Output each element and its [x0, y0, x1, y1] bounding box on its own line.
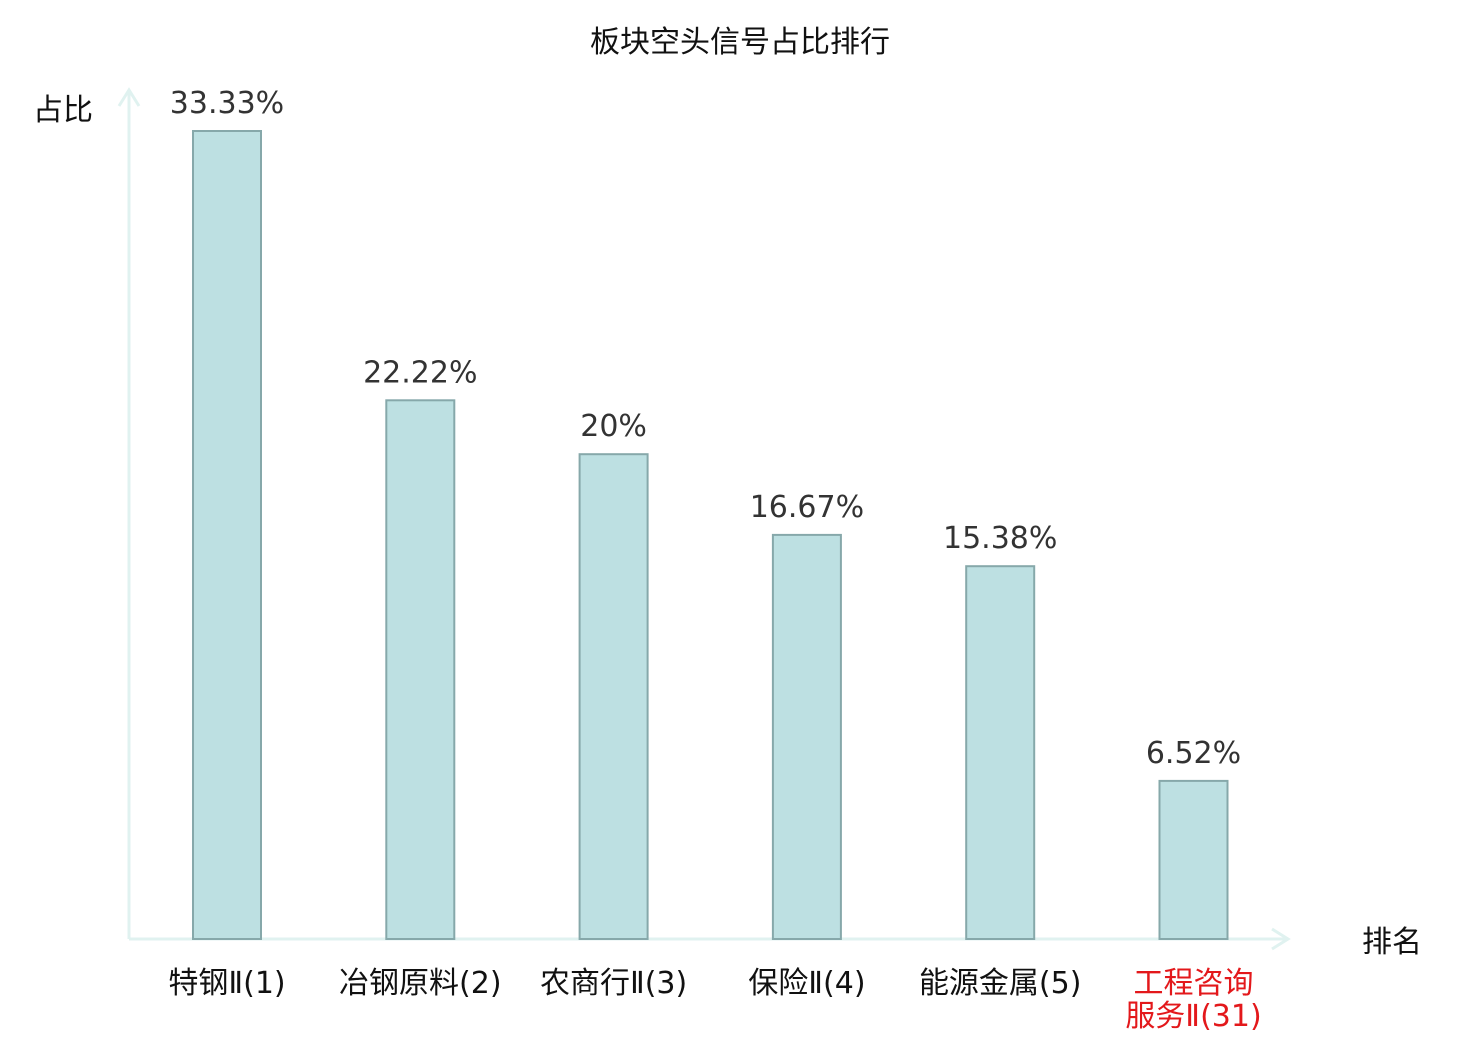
value-labels: 33.33% 22.22% 20% 16.67% 15.38% 6.52%	[170, 86, 1241, 771]
bar-6	[1158, 779, 1229, 941]
category-label-line: 工程咨询	[1134, 966, 1254, 1001]
x-axis-label: 排名	[1362, 925, 1422, 960]
value-label-5: 15.38%	[943, 521, 1057, 556]
bar-3	[578, 453, 649, 940]
value-label-2: 22.22%	[363, 355, 477, 390]
category-label-4: 保险Ⅱ(4)	[748, 966, 865, 1001]
category-label-6: 工程咨询服务Ⅱ(31)	[1125, 966, 1261, 1034]
bar-4	[771, 533, 842, 941]
category-label-line: 服务Ⅱ(31)	[1125, 999, 1261, 1034]
category-label-line: 冶钢原料(2)	[339, 966, 502, 1001]
value-label-4: 16.67%	[750, 490, 864, 525]
value-label-6: 6.52%	[1146, 736, 1241, 771]
y-axis-arrow	[117, 87, 141, 107]
category-label-2: 冶钢原料(2)	[339, 966, 502, 1001]
bars	[192, 130, 1229, 941]
value-label-3: 20%	[580, 409, 647, 444]
category-label-line: 特钢Ⅱ(1)	[168, 966, 285, 1001]
category-label-5: 能源金属(5)	[919, 966, 1082, 1001]
category-label-line: 保险Ⅱ(4)	[748, 966, 865, 1001]
category-label-line: 农商行Ⅱ(3)	[540, 966, 687, 1001]
chart-title: 板块空头信号占比排行	[590, 25, 890, 60]
bar-1	[192, 130, 262, 940]
category-label-1: 特钢Ⅱ(1)	[168, 966, 285, 1001]
category-label-line: 能源金属(5)	[919, 966, 1082, 1001]
y-axis-label: 占比	[33, 93, 93, 128]
axes	[117, 87, 1291, 951]
category-label-3: 农商行Ⅱ(3)	[540, 966, 687, 1001]
category-labels: 特钢Ⅱ(1) 冶钢原料(2) 农商行Ⅱ(3) 保险Ⅱ(4) 能源金属(5) 工程咨询服务Ⅱ…	[168, 966, 1261, 1034]
bar-5	[965, 565, 1036, 940]
bar-2	[385, 399, 456, 940]
value-label-1: 33.33%	[170, 86, 284, 121]
x-axis-arrow	[1271, 927, 1291, 951]
